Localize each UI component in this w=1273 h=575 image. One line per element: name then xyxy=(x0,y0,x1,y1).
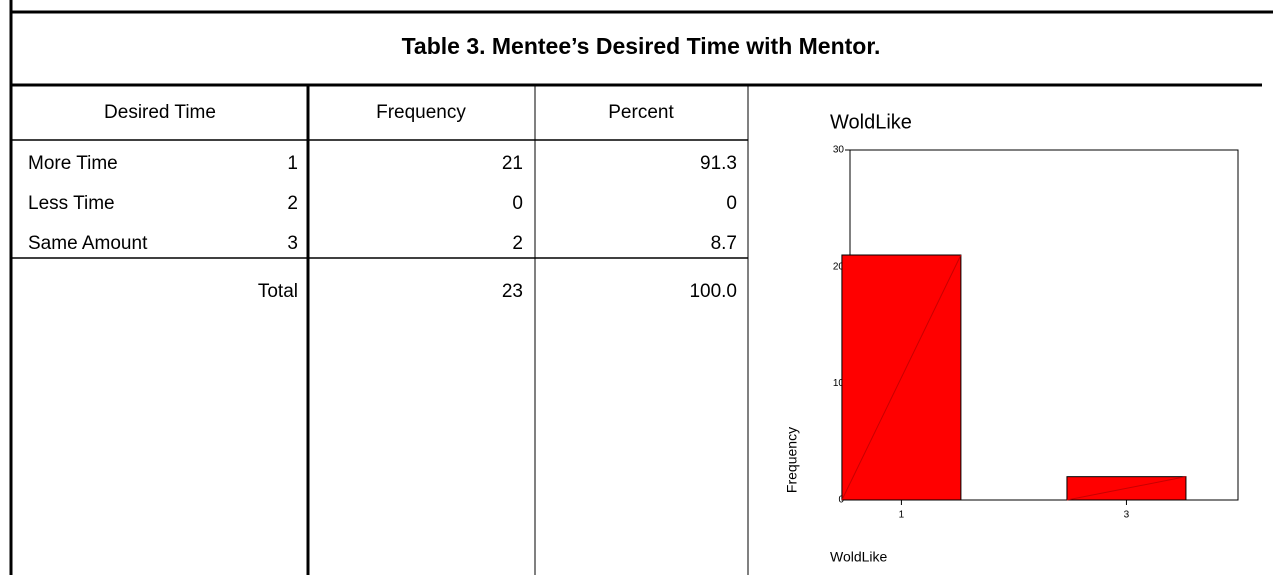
percent: 91.3 xyxy=(700,153,737,174)
percent: 8.7 xyxy=(711,233,737,254)
row-label: Same Amount xyxy=(28,233,148,254)
total-frequency: 23 xyxy=(502,281,523,302)
total-percent: 100.0 xyxy=(689,281,737,302)
column-header: Frequency xyxy=(376,102,466,123)
frequency: 2 xyxy=(512,233,523,254)
bar-shading xyxy=(841,254,962,501)
table-title: Table 3. Mentee’s Desired Time with Ment… xyxy=(402,33,881,59)
chart-title: WoldLike xyxy=(830,111,912,133)
y-tick-label: 10 xyxy=(833,378,845,389)
y-axis-label: Frequency xyxy=(784,427,800,493)
row-code: 3 xyxy=(287,233,298,254)
x-axis-label: WoldLike xyxy=(830,549,888,565)
row-code: 2 xyxy=(287,193,298,214)
x-tick-label: 3 xyxy=(1124,510,1130,521)
percent: 0 xyxy=(726,193,737,214)
y-tick-label: 30 xyxy=(833,145,845,156)
row-label: Less Time xyxy=(28,193,115,214)
total-label: Total xyxy=(258,281,298,302)
bar-shading xyxy=(1066,476,1187,501)
row-label: More Time xyxy=(28,153,118,174)
x-tick-label: 1 xyxy=(899,510,905,521)
row-code: 1 xyxy=(287,153,298,174)
column-header: Desired Time xyxy=(104,102,216,123)
frequency: 21 xyxy=(502,153,523,174)
y-tick-label: 20 xyxy=(833,261,845,272)
frequency: 0 xyxy=(512,193,523,214)
column-header: Percent xyxy=(608,102,674,123)
